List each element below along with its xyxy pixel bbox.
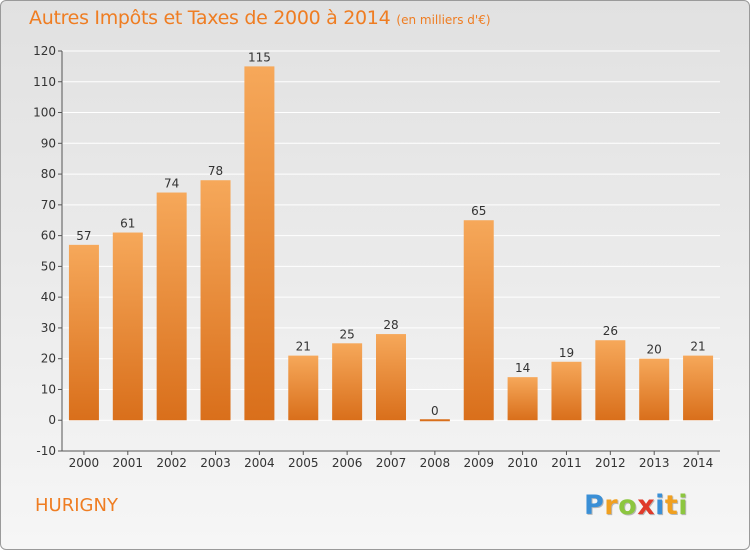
value-label: 21: [690, 340, 705, 354]
y-tick-label: 0: [48, 413, 56, 427]
value-label: 74: [164, 177, 179, 191]
chart-subtitle: (en milliers d'€): [396, 13, 491, 27]
bar: [551, 361, 582, 421]
x-tick-label: 2009: [463, 456, 494, 470]
x-tick-label: 2014: [683, 456, 714, 470]
y-tick-label: 90: [41, 136, 56, 150]
value-label: 61: [120, 217, 135, 231]
x-tick-label: 2004: [244, 456, 275, 470]
bar: [463, 220, 494, 421]
logo-letter: o: [618, 490, 638, 521]
title-text: Autres Impôts et Taxes de 2000 à 2014: [29, 7, 391, 29]
logo-letter: r: [604, 490, 619, 521]
bar: [595, 340, 626, 421]
y-tick-label: -10: [36, 444, 56, 458]
y-tick-label: 20: [41, 352, 56, 366]
value-label: 14: [515, 361, 530, 375]
bar: [683, 355, 714, 421]
bar: [376, 334, 406, 421]
y-tick-label: 100: [33, 106, 56, 120]
logo-letter: i: [655, 490, 665, 521]
value-label: 26: [603, 324, 618, 338]
bar: [288, 355, 319, 421]
value-label: 25: [339, 327, 354, 341]
x-tick-label: 2003: [200, 456, 231, 470]
y-tick-label: 50: [41, 259, 56, 273]
value-label: 21: [296, 340, 311, 354]
bar: [507, 377, 538, 421]
x-tick-label: 2005: [288, 456, 319, 470]
x-tick-label: 2006: [332, 456, 363, 470]
logo-letter: P: [584, 490, 605, 521]
value-label: 19: [559, 346, 574, 360]
bar: [639, 358, 670, 421]
y-tick-label: 110: [33, 75, 56, 89]
y-tick-label: 80: [41, 167, 56, 181]
value-label: 115: [248, 50, 271, 64]
y-tick-label: 70: [41, 198, 56, 212]
value-label: 65: [471, 204, 486, 218]
y-tick-label: 10: [41, 382, 56, 396]
x-tick-label: 2012: [595, 456, 626, 470]
chart-title: Autres Impôts et Taxes de 2000 à 2014 (en…: [29, 7, 491, 29]
x-tick-label: 2002: [156, 456, 187, 470]
commune-name: HURIGNY: [35, 495, 118, 516]
bar: [200, 180, 231, 421]
value-label: 28: [383, 318, 398, 332]
bar: [112, 232, 143, 421]
proxiti-logo[interactable]: Proxiti: [584, 490, 688, 521]
y-tick-label: 120: [33, 44, 56, 58]
x-tick-label: 2000: [69, 456, 100, 470]
bar: [68, 244, 99, 421]
logo-letter: i: [678, 490, 689, 521]
logo-letter: t: [664, 490, 679, 521]
value-label: 78: [208, 164, 223, 178]
x-tick-label: 2007: [376, 456, 407, 470]
axes: -10 0 10 20 30 40 50 60 70 80 90 100 110 120 2000 2001 2…: [33, 44, 720, 470]
bar: [244, 66, 275, 421]
y-tick-label: 30: [41, 321, 56, 335]
x-tick-label: 2010: [507, 456, 538, 470]
x-tick-label: 2013: [639, 456, 670, 470]
x-tick-label: 2001: [113, 456, 144, 470]
y-tick-label: 40: [41, 290, 56, 304]
bar: [156, 192, 187, 421]
x-tick-label: 2011: [551, 456, 582, 470]
logo-letter: x: [637, 490, 656, 521]
value-label: 20: [647, 343, 662, 357]
value-labels: 57 61 74 78 115 21 25 28 0 65 14 19 26 20 21: [76, 50, 705, 418]
bar: [332, 343, 363, 421]
bars: [68, 66, 714, 422]
y-tick-label: 60: [41, 229, 56, 243]
x-tick-label: 2008: [420, 456, 451, 470]
value-label: 57: [76, 229, 91, 243]
value-label: 0: [431, 404, 439, 418]
